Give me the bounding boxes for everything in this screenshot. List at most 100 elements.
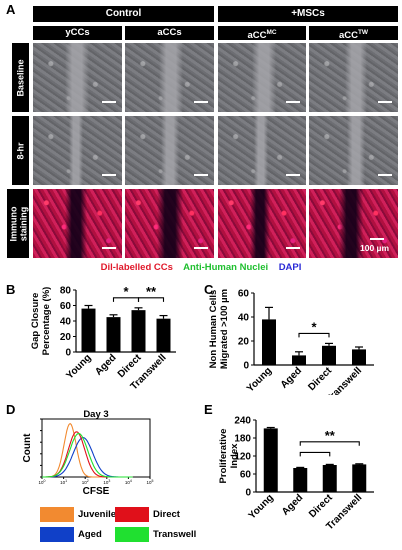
micrograph-immuno-acc-mc [218,189,306,258]
x-tick-label: Direct [306,365,334,393]
column-header-accs: aCCs [125,26,214,40]
y-tick-label: 20 [60,332,72,343]
y-axis-label: Gap Closure [30,293,41,350]
row-label-immuno-staining: Immuno staining [7,189,29,258]
y-tick-label: 0 [245,488,251,499]
chart-e: Proliferative Index 0 60 120 180 240 Young Aged D… [218,416,374,532]
micrograph-baseline-acc-tw [309,43,398,112]
row-label-8hr: 8-hr [12,116,29,185]
legend-green: Anti-Human Nuclei [183,262,269,273]
y-axis-label: Non Human Cells [208,290,219,369]
micrograph-immuno-accs [125,189,214,258]
micrograph-immuno-yccs [33,189,122,258]
panel-letter-a: A [6,2,16,17]
significance-label: ** [325,428,336,443]
significance-label: * [123,284,129,299]
column-header-acc-tw-sup: TW [357,29,369,36]
bar-aged [293,468,308,492]
scale-bar-label: 100 µm [360,243,389,253]
y-axis-label: Proliferative [218,429,229,484]
legend-swatch-transwell [115,527,149,542]
scale-bar [286,101,300,103]
bar-direct [322,465,337,492]
panel-letter-d: D [6,402,16,417]
scale-bar [286,247,300,249]
micrograph-baseline-acc-mc [218,43,306,112]
x-tick-label: 101 [60,479,67,485]
column-header-acc-mc: aCCMC [218,26,306,41]
legend-blue: DAPI [278,262,302,273]
panel-letter-b: B [6,282,16,297]
row-label-8hr-text: 8-hr [15,141,26,160]
column-header-acc-mc-sup: MC [266,29,277,36]
x-tick-label: Young [245,365,274,394]
scale-bar [194,101,208,103]
column-header-acc-tw: aCCTW [309,26,398,42]
y-tick-label: 80 [60,286,72,297]
y-axis-label: Index [229,443,240,469]
bar-transwell [156,318,171,352]
y-tick-label: 60 [240,470,252,481]
bar-direct [131,310,146,352]
x-tick-label: 103 [103,479,110,485]
micrograph-immuno-acc-tw [309,189,398,258]
bar-transwell [352,464,367,492]
y-tick-label: 20 [238,337,250,348]
legend-label-aged: Aged [78,529,102,540]
y-tick-label: 40 [238,313,250,324]
staining-legend: Dil-labelled CCs Anti-Human Nuclei DAPI [0,262,402,273]
y-tick-label: 120 [234,452,251,463]
scale-bar [194,247,208,249]
x-axis-label: CFSE [83,486,110,495]
scale-bar [102,247,116,249]
legend-label-direct: Direct [153,509,180,520]
scale-bar [286,174,300,176]
column-header-acc-tw-label: aCC [338,30,358,42]
y-tick-label: 40 [60,317,72,328]
bar-young [81,308,96,352]
y-tick-label: 240 [234,416,251,427]
chart-c: Non Human Cells Migrated >100 µm 0 20 40 60 Yo… [208,289,374,395]
y-tick-label: 60 [238,289,250,300]
x-tick-label: Aged [279,365,304,390]
row-label-immuno-text: Immuno staining [8,206,28,241]
y-axis-label: Migrated >100 µm [219,289,230,369]
significance-bracket [299,451,331,457]
x-tick-label: 104 [125,479,132,485]
column-header-yccs: yCCs [33,26,122,40]
x-tick-label: Aged [93,352,118,377]
scale-bar [102,174,116,176]
legend-red: Dil-labelled CCs [100,262,173,273]
micrograph-8hr-acc-tw [309,116,398,185]
group-header-control: Control [33,6,214,22]
scale-bar [378,101,392,103]
significance-bracket [298,332,330,338]
row-label-baseline: Baseline [12,43,29,112]
column-header-accs-label: aCCs [157,27,182,38]
micrograph-8hr-accs [125,116,214,185]
y-axis-label: Percentage (%) [41,287,52,356]
group-header-mscs: +MSCs [218,6,398,22]
bar-aged [106,317,121,352]
legend-label-transwell: Transwell [153,529,197,540]
bar-young [263,428,278,492]
y-tick-label: 0 [65,348,71,359]
panel-letter-e: E [204,402,213,417]
scale-bar-acc-tw [370,238,384,240]
x-tick-label: Young [247,492,276,521]
significance-label: ** [146,284,157,299]
column-header-yccs-label: yCCs [65,27,90,38]
y-tick-label: 180 [234,434,251,445]
y-tick-label: 60 [60,301,72,312]
significance-bracket [137,297,165,302]
chart-d: Day 3 Count CFSE 100 101 102 103 104 105 [22,409,154,495]
y-tick-label: 0 [243,361,249,372]
x-tick-label: 102 [82,479,89,485]
row-label-baseline-text: Baseline [15,58,26,97]
micrograph-baseline-accs [125,43,214,112]
bar-transwell [352,349,366,365]
x-tick-label: Aged [280,492,305,517]
legend-swatch-direct [115,507,149,522]
scale-bar [102,101,116,103]
